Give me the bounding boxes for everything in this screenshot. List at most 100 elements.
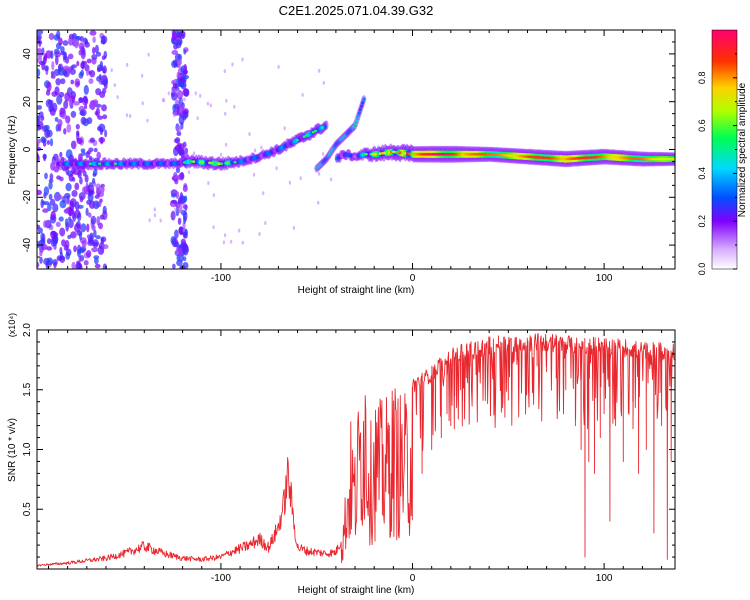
noise-speck [184, 147, 188, 154]
noise-speck [101, 185, 105, 193]
noise-speck [176, 142, 182, 149]
ridge-core [364, 152, 368, 156]
ridge-core [295, 138, 299, 142]
noise-speck [102, 65, 107, 74]
ridge-core [201, 160, 205, 164]
ridge-core [314, 129, 318, 133]
noise-speck [78, 97, 84, 103]
noise-speck [322, 80, 325, 85]
noise-speck [49, 173, 54, 181]
noise-speck [81, 151, 86, 157]
ridge-core [189, 160, 193, 163]
ridge-core [199, 160, 203, 164]
noise-speck [199, 93, 202, 98]
ridge-core [532, 155, 536, 159]
noise-speck [176, 89, 183, 100]
noise-speck [65, 115, 71, 124]
noise-speck [99, 91, 106, 98]
ridge-core [576, 156, 580, 160]
ridge-core [546, 156, 550, 160]
noise-speck [94, 194, 100, 199]
ridge-core [550, 156, 555, 160]
ridge-core [382, 151, 387, 155]
ridge-core [638, 157, 642, 161]
noise-speck [39, 249, 43, 257]
noise-speck [177, 203, 183, 214]
noise-speck [57, 119, 63, 127]
ridge-core [642, 157, 646, 161]
colorbar-tick-label: 0.4 [697, 167, 707, 180]
noise-speck [56, 175, 61, 180]
ridge-core [615, 156, 619, 159]
noise-speck [84, 174, 89, 183]
noise-speck [86, 58, 92, 64]
noise-speck [60, 46, 65, 53]
noise-speck [74, 182, 80, 191]
ridge-core [514, 154, 518, 158]
noise-speck [182, 185, 188, 192]
ridge-core [610, 155, 614, 159]
ridge-core [601, 155, 605, 159]
ridge-core [543, 156, 548, 160]
noise-speck [92, 100, 99, 107]
noise-speck [194, 91, 197, 96]
noise-speck [277, 64, 280, 69]
noise-speck [79, 176, 83, 185]
noise-speck [174, 207, 177, 212]
noise-speck [176, 259, 183, 267]
noise-speck [183, 97, 186, 102]
noise-speck [37, 138, 41, 144]
noise-speck [223, 69, 226, 74]
noise-speck [59, 200, 67, 209]
ridge-core [523, 155, 527, 158]
y-tick-label: 1.5 [22, 382, 33, 396]
ridge-core [619, 156, 624, 160]
ridge-core [527, 155, 532, 159]
noise-speck [84, 104, 88, 110]
noise-speck [70, 231, 77, 239]
ridge-core [645, 157, 649, 161]
noise-speck [54, 86, 60, 96]
noise-speck [49, 138, 54, 147]
noise-speck [317, 171, 321, 176]
noise-speck [68, 97, 73, 106]
ridge-core [371, 152, 375, 156]
ridge-core [569, 157, 573, 161]
noise-speck [52, 102, 58, 113]
ridge-core [626, 156, 630, 160]
spectrogram-axes: -100 0 100 -40 -20 0 20 40 [22, 30, 675, 284]
ridge-core [617, 156, 621, 160]
ridge-core [511, 154, 515, 158]
snr-ylabel: SNR (10 * v/v) [7, 418, 18, 482]
noise-speck [64, 199, 71, 205]
noise-speck [171, 50, 179, 55]
noise-speck [222, 240, 226, 245]
y-tick-label: 40 [22, 48, 33, 60]
noise-speck [43, 220, 48, 228]
colorbar: 0.0 0.2 0.4 0.6 0.8 Normalized spectral ampl… [697, 29, 748, 276]
noise-speck [56, 30, 61, 40]
noise-speck [83, 84, 89, 95]
noise-speck [100, 248, 104, 254]
noise-speck [301, 92, 304, 97]
noise-speck [60, 78, 66, 85]
colorbar-tick-label: 0.0 [697, 263, 707, 276]
noise-speck [57, 194, 63, 200]
ridge-core [479, 152, 483, 156]
noise-speck [70, 79, 74, 85]
noise-speck [48, 193, 53, 200]
ridge-core [233, 160, 237, 164]
noise-speck [44, 128, 50, 139]
ridge-core [668, 157, 672, 161]
noise-speck [241, 240, 244, 245]
ridge-core [442, 152, 446, 156]
noise-speck [176, 106, 184, 116]
noise-speck [288, 180, 292, 185]
noise-speck [47, 203, 52, 212]
noise-speck [94, 263, 101, 269]
ridge-core [539, 156, 543, 159]
noise-speck [83, 260, 89, 266]
noise-speck [93, 147, 98, 153]
ridge-core [665, 157, 669, 161]
ridge-core [520, 155, 525, 158]
